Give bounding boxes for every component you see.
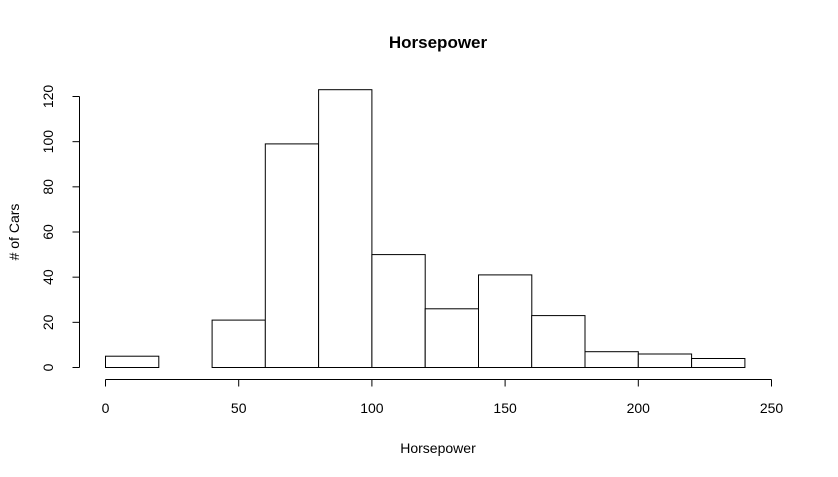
histogram-bar-180-200 xyxy=(584,351,639,369)
histogram-bar-100-120 xyxy=(371,254,426,369)
x-tick-label-200: 200 xyxy=(627,400,651,416)
y-tick-label-0: 0 xyxy=(40,363,56,371)
x-tick-label-100: 100 xyxy=(360,400,384,416)
x-tick-label-150: 150 xyxy=(493,400,517,416)
y-tick-label-80: 80 xyxy=(40,179,56,195)
histogram-bar-0-20 xyxy=(105,355,160,369)
histogram-bar-200-220 xyxy=(637,353,693,368)
histogram-bar-120-140 xyxy=(424,308,480,368)
histogram-bar-220-240 xyxy=(691,358,746,368)
histogram-bar-140-160 xyxy=(478,274,533,368)
x-tick-label-50: 50 xyxy=(231,400,247,416)
histogram-bar-80-100 xyxy=(318,89,373,368)
x-tick-label-0: 0 xyxy=(102,400,110,416)
x-axis: 0 50 100 150 200 250 xyxy=(102,379,784,416)
x-tick-label-250: 250 xyxy=(760,400,784,416)
y-tick-label-40: 40 xyxy=(40,269,56,285)
y-tick-label-100: 100 xyxy=(40,130,56,154)
histogram-bar-60-80 xyxy=(264,143,320,368)
y-tick-label-60: 60 xyxy=(40,224,56,240)
chart-title: Horsepower xyxy=(389,33,488,52)
y-axis: 0 20 40 60 80 100 120 xyxy=(40,85,80,371)
y-tick-label-120: 120 xyxy=(40,85,56,109)
y-tick-label-20: 20 xyxy=(40,314,56,330)
histogram-bar-40-60 xyxy=(211,319,266,369)
bars-group xyxy=(105,89,746,369)
histogram-bar-160-180 xyxy=(531,315,586,369)
x-axis-label: Horsepower xyxy=(400,440,476,456)
y-axis-label: # of Cars xyxy=(6,204,22,261)
